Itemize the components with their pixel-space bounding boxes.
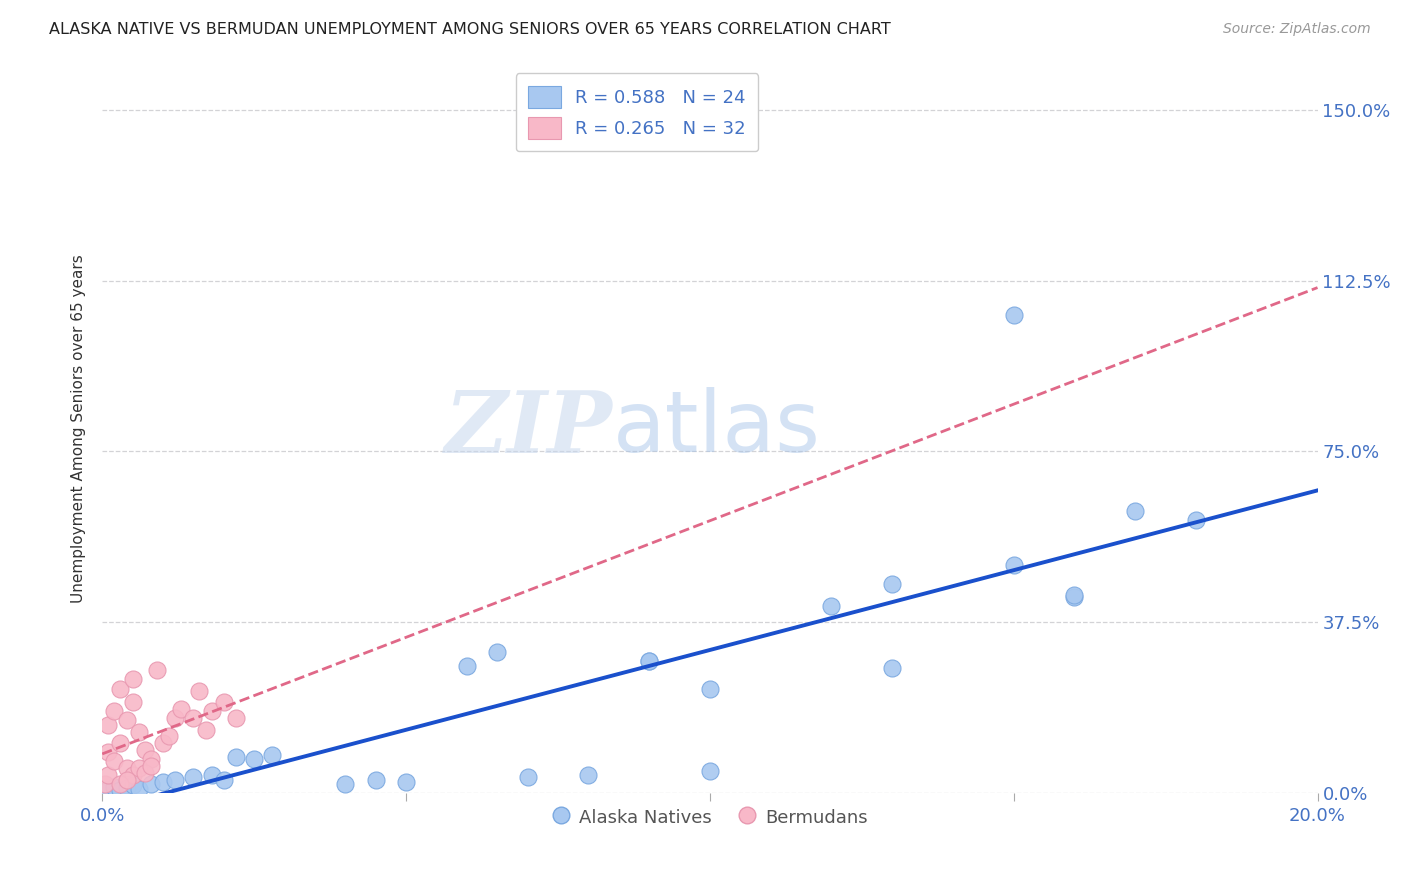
Point bbox=[157, 730, 180, 744]
Point bbox=[121, 695, 143, 709]
Point bbox=[194, 723, 217, 737]
Point bbox=[121, 673, 143, 687]
Point bbox=[335, 777, 357, 791]
Point bbox=[820, 599, 842, 614]
Point bbox=[146, 663, 169, 677]
Point bbox=[115, 714, 138, 728]
Point bbox=[1185, 513, 1208, 527]
Point bbox=[882, 576, 904, 591]
Text: Source: ZipAtlas.com: Source: ZipAtlas.com bbox=[1223, 22, 1371, 37]
Point bbox=[638, 654, 661, 668]
Point bbox=[576, 768, 599, 782]
Point bbox=[486, 645, 509, 659]
Point bbox=[128, 761, 150, 775]
Point bbox=[699, 764, 721, 778]
Point bbox=[1002, 308, 1025, 322]
Point bbox=[103, 704, 125, 718]
Point bbox=[1063, 588, 1085, 602]
Point bbox=[170, 702, 193, 716]
Point bbox=[152, 736, 174, 750]
Point bbox=[152, 775, 174, 789]
Point bbox=[97, 718, 120, 732]
Point bbox=[1063, 591, 1085, 605]
Point bbox=[94, 777, 117, 791]
Point bbox=[134, 743, 156, 757]
Point bbox=[882, 661, 904, 675]
Point bbox=[110, 736, 132, 750]
Point bbox=[183, 711, 205, 725]
Point bbox=[165, 711, 187, 725]
Point bbox=[110, 681, 132, 696]
Point bbox=[121, 768, 143, 782]
Point bbox=[128, 781, 150, 796]
Point bbox=[121, 778, 143, 792]
Point bbox=[97, 781, 120, 796]
Y-axis label: Unemployment Among Seniors over 65 years: Unemployment Among Seniors over 65 years bbox=[72, 254, 86, 603]
Point bbox=[97, 768, 120, 782]
Point bbox=[165, 772, 187, 787]
Legend: Alaska Natives, Bermudans: Alaska Natives, Bermudans bbox=[544, 799, 876, 836]
Point bbox=[200, 768, 222, 782]
Point bbox=[638, 654, 661, 668]
Point bbox=[110, 782, 132, 797]
Text: ALASKA NATIVE VS BERMUDAN UNEMPLOYMENT AMONG SENIORS OVER 65 YEARS CORRELATION C: ALASKA NATIVE VS BERMUDAN UNEMPLOYMENT A… bbox=[49, 22, 891, 37]
Point bbox=[395, 775, 418, 789]
Point bbox=[212, 695, 235, 709]
Point bbox=[1123, 504, 1146, 518]
Point bbox=[225, 711, 247, 725]
Point bbox=[200, 704, 222, 718]
Text: atlas: atlas bbox=[613, 387, 821, 470]
Point bbox=[225, 750, 247, 764]
Point bbox=[139, 752, 162, 766]
Point bbox=[699, 681, 721, 696]
Point bbox=[262, 747, 284, 762]
Point bbox=[128, 724, 150, 739]
Point bbox=[456, 658, 478, 673]
Text: ZIP: ZIP bbox=[444, 387, 613, 470]
Point bbox=[115, 772, 138, 787]
Point bbox=[516, 771, 538, 785]
Point bbox=[115, 780, 138, 795]
Point bbox=[188, 683, 211, 698]
Point bbox=[110, 777, 132, 791]
Point bbox=[1002, 558, 1025, 573]
Point bbox=[134, 765, 156, 780]
Point bbox=[103, 780, 125, 794]
Point bbox=[97, 745, 120, 759]
Point bbox=[243, 752, 266, 766]
Point bbox=[115, 761, 138, 775]
Point bbox=[212, 772, 235, 787]
Point bbox=[183, 771, 205, 785]
Point bbox=[364, 772, 387, 787]
Point bbox=[139, 759, 162, 773]
Point bbox=[103, 755, 125, 769]
Point bbox=[139, 777, 162, 791]
